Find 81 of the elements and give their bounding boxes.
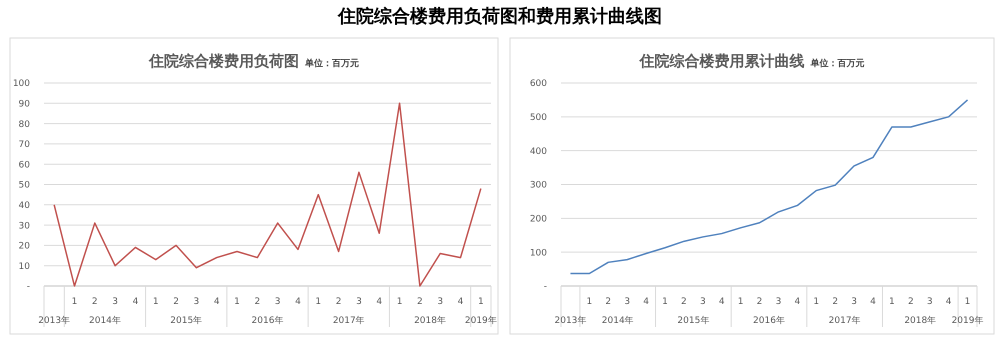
- x-tick-label: 4: [458, 297, 464, 308]
- text: 2017年: [828, 315, 861, 326]
- chart-subtitle: 单位：百万元: [810, 58, 864, 69]
- line-series: [53, 102, 482, 287]
- text: 2019年: [464, 315, 497, 326]
- x-tick-label: 3: [776, 297, 782, 308]
- x-tick-label: 2: [756, 297, 762, 308]
- x-tick-label: 1: [586, 297, 592, 308]
- y-tick-label: 10: [18, 262, 30, 272]
- y-tick-label: 90: [18, 99, 30, 110]
- x-tick-label: 1: [396, 297, 402, 308]
- y-tick-label: 30: [18, 221, 30, 232]
- y-tick-label: 20: [18, 242, 30, 252]
- x-tick-label: 4: [214, 297, 220, 308]
- y-tick-label: 100: [530, 248, 548, 258]
- x-tick-label: 4: [376, 297, 382, 308]
- x-tick-label: 2: [336, 297, 342, 308]
- text: 2016年: [753, 315, 785, 326]
- x-tick-label: 3: [700, 297, 706, 308]
- x-tick-label: 3: [274, 297, 281, 308]
- x-tick-label: 1: [662, 297, 668, 308]
- text: 2015年: [677, 315, 710, 326]
- text: 2018年: [414, 315, 446, 326]
- x-tick-label: 2: [605, 297, 612, 308]
- y-tick-label: 400: [530, 146, 548, 157]
- y-tick-label: 50: [18, 180, 30, 191]
- x-tick-label: 3: [624, 297, 630, 308]
- x-tick-label: 1: [964, 297, 970, 308]
- text: 2018年: [904, 315, 936, 326]
- chart-title: 住院综合楼费用负荷图: [148, 52, 299, 70]
- chart-subtitle: 单位：百万元: [304, 58, 359, 69]
- x-tick-label: 1: [72, 297, 78, 308]
- y-tick-label: -: [26, 282, 30, 292]
- x-tick-label: 1: [738, 297, 744, 308]
- line-series: [570, 99, 968, 274]
- x-tick-label: 4: [870, 297, 876, 308]
- x-tick-label: 2: [417, 297, 423, 308]
- x-tick-label: 1: [478, 297, 484, 308]
- text: 2019年: [952, 315, 984, 326]
- x-tick-label: 2: [908, 297, 914, 308]
- x-tick-label: 3: [437, 297, 444, 308]
- text: 2013年: [38, 315, 70, 326]
- text: 2013年: [554, 315, 586, 326]
- x-tick-label: 3: [926, 297, 933, 308]
- text: 住院综合楼费用负荷图和费用累计曲线图: [337, 6, 662, 27]
- y-tick-label: 300: [530, 180, 548, 191]
- x-tick-label: 1: [315, 297, 322, 308]
- text: 2014年: [602, 315, 634, 326]
- y-tick-label: 70: [18, 140, 30, 150]
- x-tick-label: 4: [643, 297, 650, 308]
- x-tick-label: 3: [194, 297, 200, 308]
- x-tick-label: 4: [132, 297, 139, 308]
- x-tick-label: 4: [718, 297, 725, 308]
- x-tick-label: 2: [254, 297, 260, 308]
- text: 2016年: [252, 315, 284, 326]
- x-tick-label: 1: [889, 297, 895, 308]
- y-tick-label: 100: [12, 79, 30, 90]
- x-tick-label: 1: [152, 297, 159, 308]
- x-tick-label: 2: [92, 297, 98, 308]
- x-tick-label: 4: [794, 297, 800, 308]
- x-tick-label: 1: [813, 297, 820, 308]
- chart-title: 住院综合楼费用累计曲线: [638, 52, 804, 70]
- y-tick-label: 200: [530, 214, 548, 224]
- x-tick-label: 3: [356, 297, 362, 308]
- x-tick-label: 2: [681, 297, 687, 308]
- y-tick-label: 60: [18, 160, 30, 170]
- x-tick-label: 2: [832, 297, 838, 308]
- y-tick-label: -: [544, 282, 547, 292]
- x-tick-label: 3: [851, 297, 857, 308]
- x-tick-label: 1: [234, 297, 240, 308]
- y-tick-label: 40: [18, 200, 30, 211]
- text: 2014年: [89, 315, 121, 326]
- x-tick-label: 3: [112, 297, 118, 308]
- y-tick-label: 80: [18, 120, 30, 130]
- text: 2015年: [170, 315, 202, 326]
- x-tick-label: 4: [295, 297, 302, 308]
- x-tick-label: 4: [946, 297, 952, 308]
- y-tick-label: 600: [530, 79, 548, 90]
- text: 2017年: [332, 315, 365, 326]
- y-tick-label: 500: [530, 112, 548, 123]
- x-tick-label: 2: [173, 297, 179, 308]
